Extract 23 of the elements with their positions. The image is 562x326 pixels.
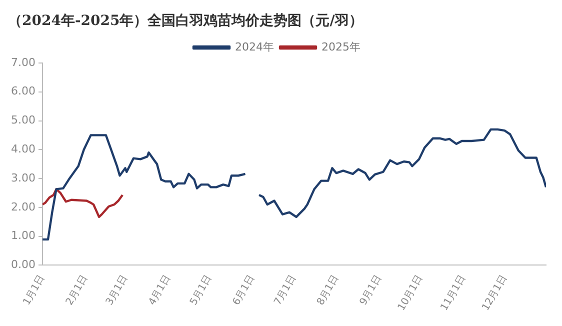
x-tick-label: 10月1日 <box>396 273 426 313</box>
x-tick-label: 9月1日 <box>358 273 384 308</box>
y-tick-label: 2.00 <box>10 200 36 214</box>
y-tick-label: 4.00 <box>10 142 36 156</box>
y-tick-label: 7.00 <box>10 56 36 69</box>
y-tick-label: 3.00 <box>10 171 36 184</box>
x-tick-label: 6月1日 <box>231 273 258 308</box>
y-tick-label: 6.00 <box>10 84 36 98</box>
y-tick-label: 5.00 <box>10 114 36 127</box>
x-tick-label: 12月1日 <box>480 273 510 313</box>
x-tick-label: 1月1日 <box>21 273 48 308</box>
x-tick-label: 5月1日 <box>188 273 214 308</box>
y-tick-label: 1.00 <box>10 229 36 242</box>
legend-label: 2025年 <box>322 40 360 54</box>
legend-label: 2024年 <box>235 40 274 54</box>
x-tick-label: 8月1日 <box>315 273 342 308</box>
x-tick-label: 2月1日 <box>64 273 90 308</box>
chart-title: （2024年-2025年）全国白羽鸡苗均价走势图（元/羽） <box>8 12 364 31</box>
y-tick-label: 0.00 <box>10 258 36 272</box>
x-tick-label: 3月1日 <box>104 273 130 308</box>
x-tick-label: 11月1日 <box>439 273 468 313</box>
x-tick-label: 7月1日 <box>272 273 298 308</box>
x-tick-label: 4月1日 <box>146 273 173 308</box>
